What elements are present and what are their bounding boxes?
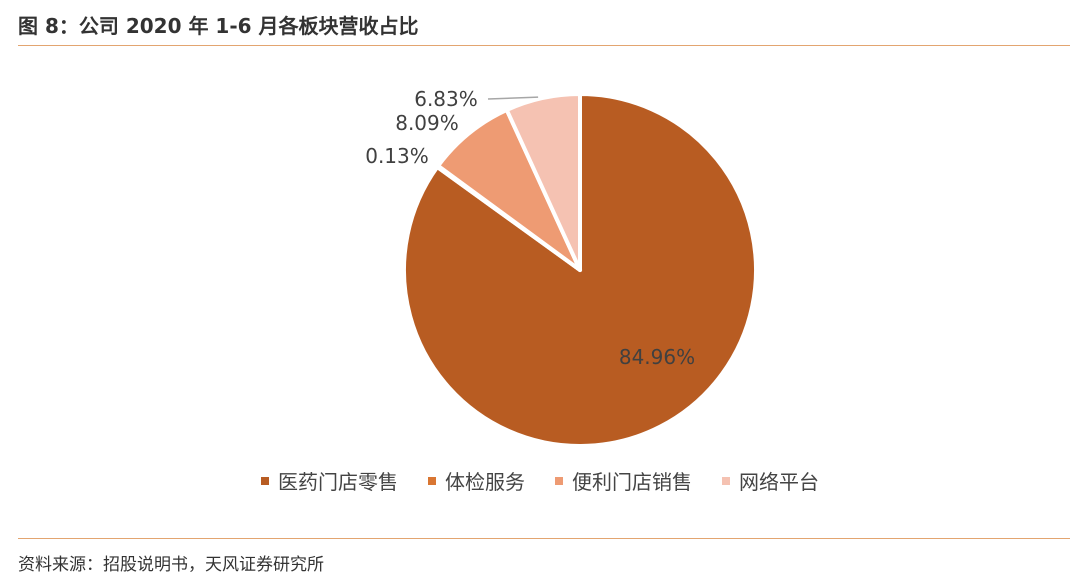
source-note: 资料来源：招股说明书，天风证券研究所 — [18, 555, 324, 575]
page-title: 图 8：公司 2020 年 1-6 月各板块营收占比 — [18, 14, 419, 38]
legend-label: 体检服务 — [445, 470, 525, 494]
legend-label: 医药门店零售 — [278, 470, 398, 494]
legend-swatch — [261, 476, 269, 485]
pie-chart: 84.96% 0.13% 8.09%6.83% — [365, 87, 758, 448]
footer-divider — [18, 538, 1070, 539]
pie-slices — [402, 92, 758, 448]
leader-lines — [487, 96, 539, 100]
data-label-2: 0.13% — [365, 144, 429, 168]
chart-legend: 医药门店零售 体检服务 便利门店销售 网络平台 — [0, 466, 1080, 495]
legend-label: 便利门店销售 — [572, 470, 692, 494]
data-label-4: 6.83% — [414, 87, 478, 111]
data-label-3: 8.09% — [395, 111, 459, 135]
legend-swatch — [428, 476, 436, 485]
leader-line-4 — [487, 96, 539, 100]
pie-slice-4 — [504, 92, 582, 272]
title-divider — [18, 45, 1070, 46]
legend-swatch — [555, 476, 563, 485]
legend-item-3: 便利门店销售 — [555, 466, 692, 495]
data-labels: 84.96% 0.13% 8.09%6.83% — [365, 87, 695, 369]
legend-swatch — [722, 476, 730, 485]
legend-item-4: 网络平台 — [722, 466, 819, 495]
legend-item-1: 医药门店零售 — [261, 466, 398, 495]
legend-item-2: 体检服务 — [428, 466, 525, 495]
legend-label: 网络平台 — [739, 470, 819, 494]
data-label-1: 84.96% — [619, 345, 695, 369]
